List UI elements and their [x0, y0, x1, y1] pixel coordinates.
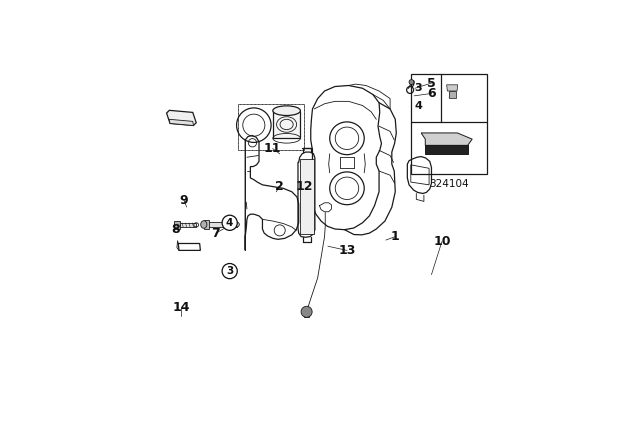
Polygon shape	[449, 91, 456, 98]
Text: 4: 4	[415, 100, 422, 111]
Circle shape	[301, 306, 312, 317]
Circle shape	[409, 80, 414, 85]
Text: 11: 11	[264, 142, 282, 155]
Circle shape	[222, 263, 237, 279]
Circle shape	[222, 215, 237, 230]
Text: 2: 2	[275, 180, 284, 193]
Text: 324104: 324104	[429, 179, 468, 189]
Polygon shape	[166, 110, 196, 125]
Polygon shape	[175, 221, 180, 229]
Polygon shape	[425, 145, 468, 154]
Polygon shape	[204, 220, 209, 229]
Bar	[411, 74, 486, 174]
Ellipse shape	[201, 221, 207, 228]
Text: 6: 6	[427, 87, 436, 100]
Text: 9: 9	[180, 194, 188, 207]
Text: 5: 5	[427, 77, 436, 90]
Text: 12: 12	[295, 180, 312, 193]
Text: 14: 14	[173, 301, 190, 314]
Polygon shape	[273, 111, 300, 138]
Polygon shape	[180, 223, 196, 227]
Ellipse shape	[273, 106, 300, 116]
Ellipse shape	[234, 222, 239, 227]
Text: 7: 7	[211, 227, 220, 240]
Text: 8: 8	[172, 223, 180, 236]
Text: 10: 10	[433, 235, 451, 248]
Text: 4: 4	[226, 218, 234, 228]
Polygon shape	[447, 85, 458, 91]
Text: 1: 1	[391, 230, 399, 243]
Polygon shape	[170, 119, 193, 125]
Text: 13: 13	[339, 244, 356, 257]
Bar	[238, 104, 304, 151]
Polygon shape	[208, 222, 237, 227]
Polygon shape	[304, 312, 309, 317]
Polygon shape	[421, 133, 472, 145]
Text: 3: 3	[415, 83, 422, 93]
Polygon shape	[300, 159, 314, 234]
Text: 3: 3	[226, 266, 234, 276]
